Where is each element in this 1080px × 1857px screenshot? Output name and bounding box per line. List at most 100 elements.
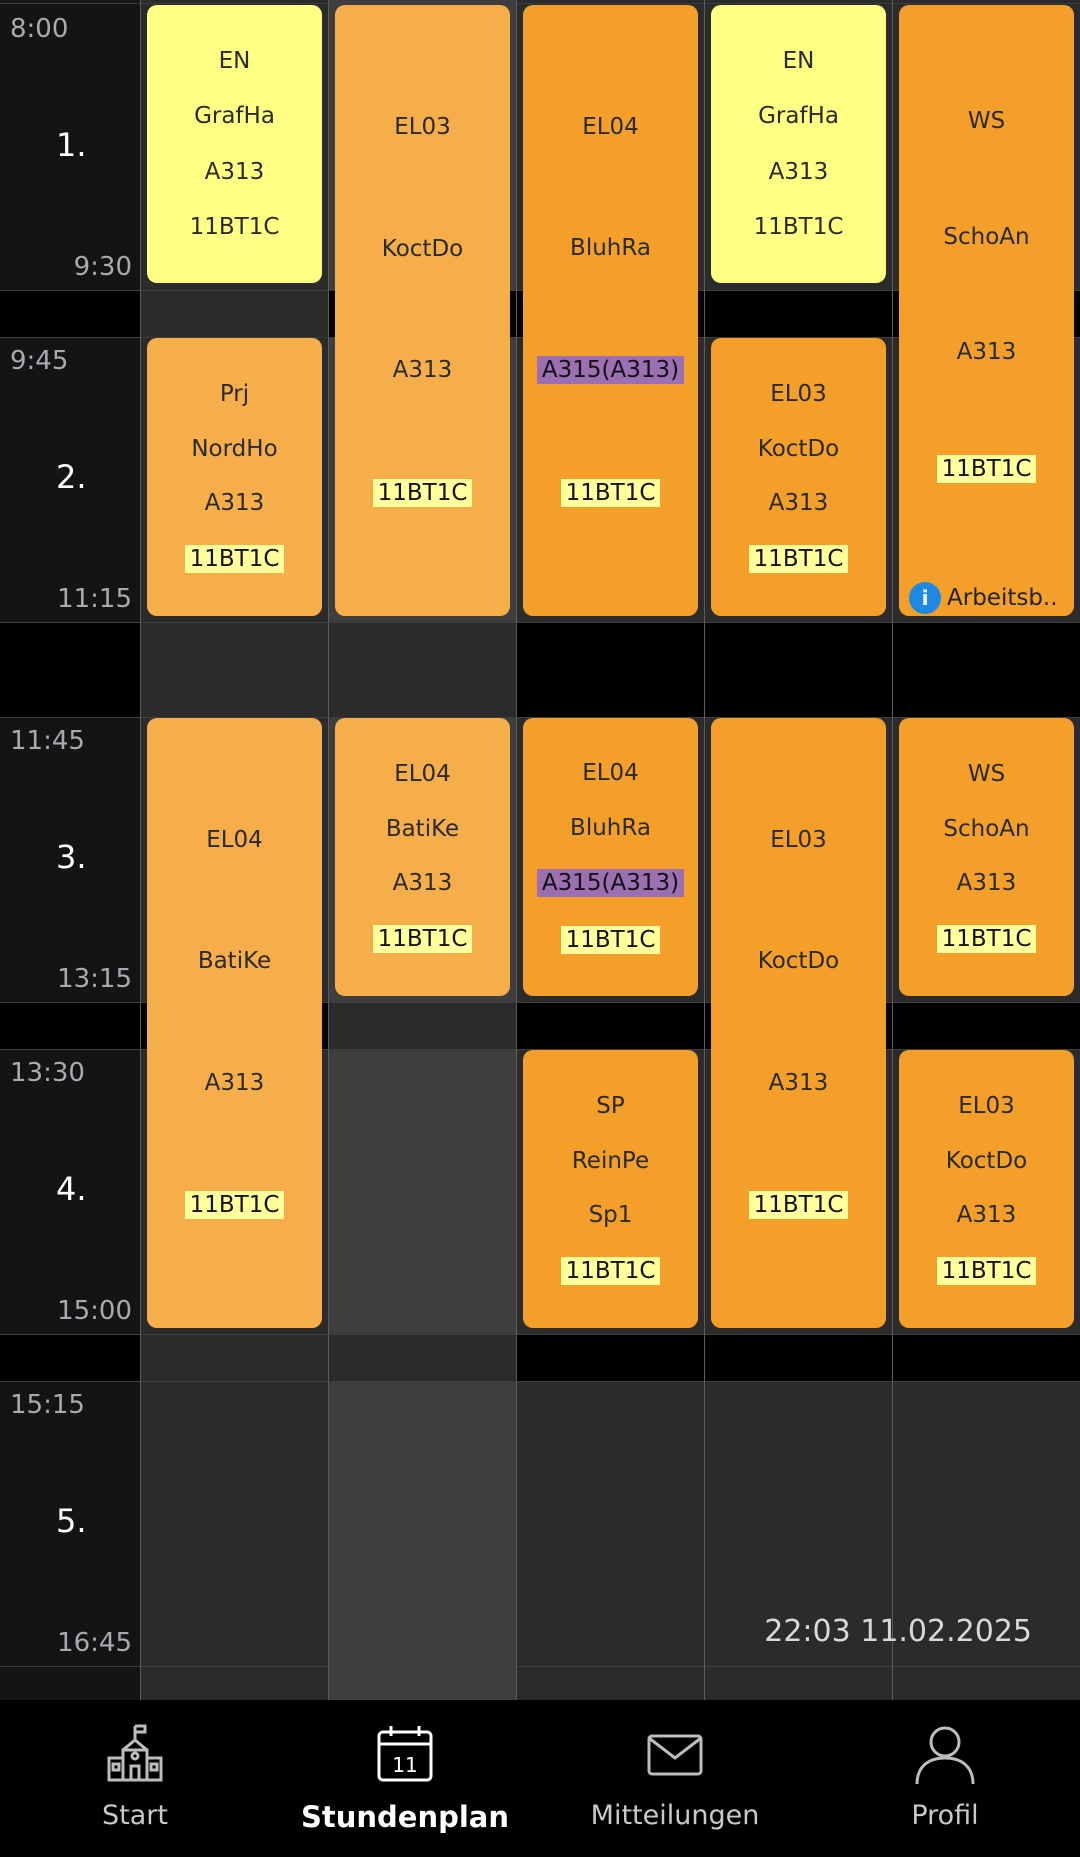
lesson-subject: EL04 [582, 114, 639, 140]
lesson-room: A313 [204, 158, 265, 185]
lesson-teacher: NordHo [191, 435, 278, 462]
lesson-card[interactable]: EN GrafHa A313 11BT1C [711, 5, 886, 283]
lesson-subject: WS [967, 108, 1006, 135]
break-column-bg [140, 290, 328, 337]
lesson-class: 11BT1C [372, 478, 473, 507]
lesson-card[interactable]: EL04 BluhRa A315(A313) 11BT1C [523, 718, 698, 996]
lesson-teacher: SchoAn [943, 815, 1030, 842]
lesson-subject: EN [782, 48, 815, 75]
lesson-info-text: Arbeitsb.. [947, 585, 1058, 611]
lesson-teacher: KoctDo [381, 235, 464, 262]
lesson-class: 11BT1C [560, 1257, 661, 1286]
lesson-class: 11BT1C [189, 213, 280, 240]
lesson-card[interactable]: EL04 BatiKe A313 11BT1C [335, 718, 510, 996]
period-end-time: 9:30 [73, 252, 132, 282]
lesson-room: A313 [956, 870, 1017, 897]
period-number: 1. [56, 126, 87, 164]
lesson-class: 11BT1C [560, 479, 661, 507]
lesson-card[interactable]: EL03 KoctDo A313 11BT1C [335, 5, 510, 616]
lesson-room-changed: A315(A313) [536, 869, 685, 898]
lesson-card[interactable]: WS SchoAn A313 11BT1C [899, 718, 1074, 996]
lesson-class: 11BT1C [936, 1257, 1037, 1286]
nav-item-stundenplan[interactable]: 11 Stundenplan [270, 1700, 540, 1857]
break-column-bg [328, 1002, 516, 1049]
nav-item-profil[interactable]: Profil [810, 1700, 1080, 1857]
lesson-room: A313 [768, 1069, 829, 1096]
lesson-card[interactable]: Prj NordHo A313 11BT1C [147, 338, 322, 616]
lesson-card[interactable]: EL04 BluhRa A315(A313) 11BT1C [523, 5, 698, 616]
lesson-card[interactable]: EN GrafHa A313 11BT1C [147, 5, 322, 283]
period-end-time: 11:15 [57, 584, 132, 614]
lesson-teacher: KoctDo [757, 948, 840, 975]
lesson-subject: EL03 [770, 827, 827, 854]
lesson-subject: EL03 [770, 380, 827, 407]
lesson-teacher: GrafHa [194, 103, 275, 130]
lesson-class: 11BT1C [748, 1190, 849, 1219]
lesson-room: A313 [392, 357, 453, 384]
lesson-card[interactable]: SP ReinPe Sp1 11BT1C [523, 1050, 698, 1328]
lesson-room: A313 [392, 870, 453, 897]
period-start-time: 13:30 [10, 1058, 85, 1088]
lesson-teacher: BatiKe [197, 948, 272, 975]
lesson-class: 11BT1C [184, 1190, 285, 1219]
lesson-room: A313 [768, 490, 829, 517]
period-start-time: 15:15 [10, 1390, 85, 1420]
nav-item-mitteilungen[interactable]: Mitteilungen [540, 1700, 810, 1857]
lesson-info[interactable]: i Arbeitsb.. [909, 582, 1058, 614]
lesson-room: A313 [956, 339, 1017, 366]
lesson-teacher: GrafHa [758, 103, 839, 130]
break-column-bg [328, 1334, 516, 1381]
lesson-class: 11BT1C [753, 213, 844, 240]
lesson-subject: EL03 [958, 1092, 1015, 1119]
lesson-class: 11BT1C [184, 545, 285, 574]
break-column-bg [140, 1334, 328, 1381]
period-number: 5. [56, 1502, 87, 1540]
break-column-bg [140, 622, 328, 717]
lesson-class: 11BT1C [560, 925, 661, 954]
lesson-teacher: ReinPe [571, 1147, 650, 1174]
nav-label: Stundenplan [300, 1800, 510, 1834]
lesson-subject: EL03 [394, 114, 451, 141]
info-icon[interactable]: i [909, 582, 941, 614]
calendar-day: 11 [392, 1753, 417, 1777]
period-end-time: 16:45 [57, 1628, 132, 1658]
lesson-teacher: KoctDo [945, 1147, 1028, 1174]
lesson-card[interactable]: WS SchoAn A313 11BT1C i Arbeitsb.. [899, 5, 1074, 616]
lesson-class: 11BT1C [748, 545, 849, 574]
period-number: 2. [56, 458, 87, 496]
period-start-time: 9:45 [10, 346, 69, 376]
break-column-bg [328, 1049, 516, 1334]
lesson-card[interactable]: EL03 KoctDo A313 11BT1C [711, 338, 886, 616]
lesson-teacher: KoctDo [757, 435, 840, 462]
period-start-time: 11:45 [10, 726, 85, 756]
lesson-card[interactable]: EL03 KoctDo A313 11BT1C [899, 1050, 1074, 1328]
time-column [0, 0, 140, 1700]
period-number: 4. [56, 1170, 87, 1208]
lesson-room-changed: A315(A313) [536, 356, 685, 384]
lesson-teacher: BluhRa [570, 235, 651, 261]
calendar-icon: 11 [377, 1726, 433, 1782]
last-updated-timestamp: 22:03 11.02.2025 [764, 1614, 1032, 1649]
nav-label: Profil [911, 1800, 979, 1831]
lesson-subject: WS [967, 760, 1006, 787]
lesson-room: A313 [204, 490, 265, 517]
period-end-time: 13:15 [57, 964, 132, 994]
lesson-subject: Prj [219, 380, 250, 407]
lesson-card[interactable]: EL04 BatiKe A313 11BT1C [147, 718, 322, 1328]
bottom-navigation: Start 11 Stundenplan Mitteilungen Profil [0, 1700, 1080, 1857]
nav-label: Start [102, 1800, 168, 1831]
lesson-subject: EL04 [582, 760, 639, 787]
lesson-subject: SP [596, 1092, 625, 1119]
period-number: 3. [56, 838, 87, 876]
lesson-subject: EL04 [394, 760, 451, 787]
lesson-class: 11BT1C [936, 454, 1037, 483]
lesson-subject: EN [218, 48, 251, 75]
school-icon [107, 1724, 163, 1782]
lesson-class: 11BT1C [372, 925, 473, 954]
nav-item-start[interactable]: Start [0, 1700, 270, 1857]
mail-icon [647, 1734, 703, 1776]
lesson-room: Sp1 [588, 1202, 633, 1229]
lesson-subject: EL04 [206, 827, 263, 854]
lesson-card[interactable]: EL03 KoctDo A313 11BT1C [711, 718, 886, 1328]
timetable-grid: 8:00 1. 9:30 9:45 2. 11:15 11:45 3. 13:1… [0, 0, 1080, 1700]
